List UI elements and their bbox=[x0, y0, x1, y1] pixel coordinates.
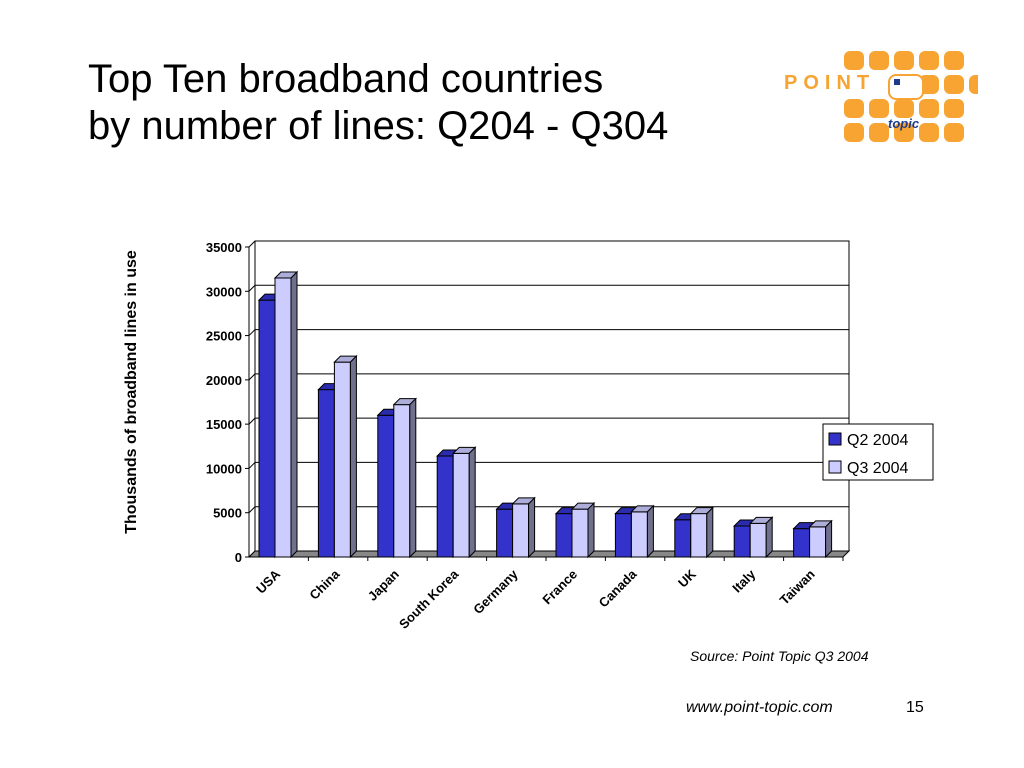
source-note: Source: Point Topic Q3 2004 bbox=[690, 648, 869, 664]
gridline-side bbox=[248, 462, 256, 469]
y-tick-label: 25000 bbox=[206, 329, 242, 344]
bar bbox=[451, 446, 477, 559]
y-tick-label: 5000 bbox=[213, 506, 242, 521]
x-tick-label: Japan bbox=[365, 566, 402, 603]
chart-legend: Q2 2004 Q3 2004 bbox=[822, 423, 934, 481]
logo-word: POINT bbox=[784, 72, 875, 94]
gridline-side bbox=[248, 373, 256, 381]
x-tick-label: Italy bbox=[729, 566, 759, 596]
logo-dot bbox=[869, 51, 889, 70]
gridline-side bbox=[248, 329, 256, 336]
bar-chart: Thousands of broadband lines in use 0 500… bbox=[123, 240, 934, 632]
legend-swatch bbox=[828, 460, 842, 474]
chart-bars bbox=[257, 270, 833, 559]
logo-square bbox=[894, 79, 900, 85]
logo-sub: topic bbox=[888, 116, 920, 131]
slide-title: Top Ten broadband countries by number of… bbox=[88, 56, 668, 150]
logo-dot bbox=[944, 123, 964, 142]
x-tick-label: USA bbox=[253, 566, 283, 596]
legend-label: Q3 2004 bbox=[847, 460, 908, 477]
legend-swatch bbox=[828, 432, 842, 446]
page-number: 15 bbox=[906, 699, 924, 716]
logo-dot bbox=[894, 123, 914, 142]
logo-dot bbox=[844, 99, 864, 118]
footer-url[interactable]: www.point-topic.com bbox=[686, 699, 833, 716]
x-tick-label: UK bbox=[675, 566, 699, 590]
logo-dot bbox=[844, 123, 864, 142]
legend-label: Q2 2004 bbox=[847, 432, 908, 449]
slide-title-line-1: Top Ten broadband countries bbox=[88, 57, 604, 101]
logo-dot-grid bbox=[844, 51, 978, 142]
logo-dot bbox=[894, 99, 914, 118]
bar bbox=[333, 354, 358, 559]
gridline-side bbox=[248, 506, 256, 514]
x-tick-label: South Korea bbox=[396, 566, 462, 632]
slide-title-line-2: by number of lines: Q204 - Q304 bbox=[88, 104, 669, 148]
bar bbox=[748, 516, 774, 559]
logo-dot bbox=[919, 51, 939, 70]
logo-dot bbox=[894, 51, 914, 70]
gridline-side bbox=[248, 284, 256, 292]
bar bbox=[511, 496, 536, 559]
x-tick-label: France bbox=[539, 567, 580, 608]
x-tick-label: Taiwan bbox=[777, 566, 818, 607]
y-tick-label: 20000 bbox=[206, 373, 242, 388]
gridline-side bbox=[248, 417, 256, 425]
x-tick-label: Canada bbox=[596, 566, 640, 610]
bar bbox=[808, 519, 833, 559]
logo-dot bbox=[869, 123, 889, 142]
point-topic-logo: POINT topic bbox=[784, 51, 978, 142]
logo-dot bbox=[844, 51, 864, 70]
bar bbox=[392, 397, 418, 559]
y-tick-label: 15000 bbox=[206, 417, 242, 432]
x-tick-label: Germany bbox=[470, 566, 521, 617]
y-axis-label: Thousands of broadband lines in use bbox=[123, 250, 140, 534]
bar bbox=[689, 506, 715, 559]
logo-dot bbox=[944, 99, 964, 118]
y-tick-label: 30000 bbox=[206, 284, 242, 299]
bar bbox=[630, 504, 655, 559]
logo-dot bbox=[919, 123, 939, 142]
logo-dot bbox=[944, 51, 964, 70]
bar bbox=[570, 501, 596, 559]
y-tick-label: 10000 bbox=[206, 461, 242, 476]
logo-dot bbox=[969, 75, 978, 94]
y-tick-label: 0 bbox=[235, 550, 242, 565]
gridline-side bbox=[248, 240, 256, 248]
x-tick-label: China bbox=[306, 566, 343, 603]
logo-dot bbox=[944, 75, 964, 94]
bar bbox=[273, 270, 299, 559]
logo-dot bbox=[919, 99, 939, 118]
y-tick-label: 35000 bbox=[206, 240, 242, 255]
logo-dot bbox=[869, 99, 889, 118]
